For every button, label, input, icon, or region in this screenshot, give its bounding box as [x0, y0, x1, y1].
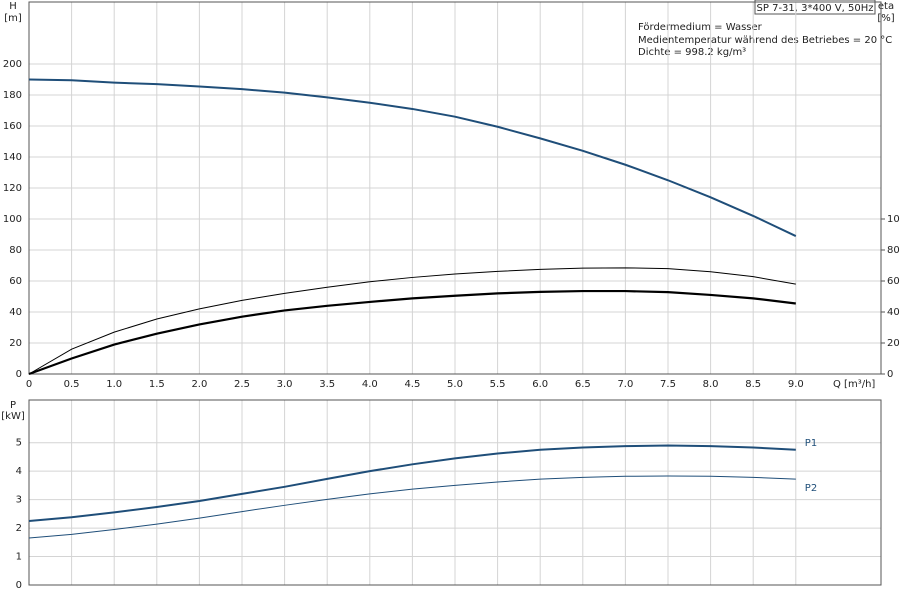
y2-tick-label: 40 — [887, 307, 900, 318]
y-tick-label: 100 — [3, 214, 22, 225]
y-unit: [m] — [4, 13, 22, 24]
y-label: H — [9, 1, 17, 12]
x-tick-label: 2.0 — [191, 379, 207, 390]
y-tick-label: 2 — [16, 523, 22, 534]
series-line — [28, 475, 796, 539]
series-line — [28, 78, 797, 237]
x-tick-label: 4.0 — [362, 379, 378, 390]
series-line — [28, 444, 796, 522]
y-tick-label: 1 — [16, 552, 22, 563]
series-line — [28, 289, 796, 376]
x-tick-label: 3.0 — [277, 379, 293, 390]
x-tick-label: 5.5 — [490, 379, 506, 390]
annotation: Medientemperatur während des Betriebes =… — [638, 35, 892, 46]
x-tick-label: 7.0 — [617, 379, 633, 390]
y2-tick-label: 20 — [887, 338, 900, 349]
x-tick-label: 0 — [26, 379, 32, 390]
x-tick-label: 1.5 — [149, 379, 165, 390]
y-unit: [kW] — [1, 411, 25, 422]
series-label: P1 — [805, 438, 817, 449]
x-tick-label: 9.0 — [788, 379, 804, 390]
y-tick-label: 4 — [16, 466, 22, 477]
y-tick-label: 60 — [9, 276, 22, 287]
plot-frame — [28, 399, 882, 586]
x-label: Q [m³/h] — [833, 379, 875, 390]
y2-label: eta — [878, 1, 894, 12]
x-tick-label: 4.5 — [404, 379, 420, 390]
annotation: Dichte = 998.2 kg/m³ — [638, 47, 746, 58]
y-tick-label: 0 — [16, 369, 22, 380]
chart-title: SP 7-31, 3*400 V, 50Hz — [757, 3, 874, 14]
series-label: P2 — [805, 483, 817, 494]
y-tick-label: 80 — [9, 245, 22, 256]
x-tick-label: 7.5 — [660, 379, 676, 390]
y-tick-label: 20 — [9, 338, 22, 349]
y-tick-label: 160 — [3, 121, 22, 132]
y-tick-label: 200 — [3, 59, 22, 70]
series-line — [28, 267, 796, 375]
x-tick-label: 6.5 — [575, 379, 591, 390]
y-tick-label: 140 — [3, 152, 22, 163]
y-tick-label: 0 — [16, 580, 22, 591]
y2-tick-label: 100 — [887, 214, 900, 225]
y-tick-label: 3 — [16, 495, 22, 506]
y-tick-label: 180 — [3, 90, 22, 101]
x-tick-label: 5.0 — [447, 379, 463, 390]
x-tick-label: 2.5 — [234, 379, 250, 390]
y-label: P — [10, 400, 16, 411]
y2-unit: [%] — [877, 13, 894, 24]
x-tick-label: 8.5 — [745, 379, 761, 390]
x-tick-label: 0.5 — [64, 379, 80, 390]
y-tick-label: 40 — [9, 307, 22, 318]
x-tick-label: 8.0 — [703, 379, 719, 390]
x-tick-label: 1.0 — [106, 379, 122, 390]
title-box — [754, 0, 876, 15]
x-tick-label: 6.0 — [532, 379, 548, 390]
x-tick-label: 3.5 — [319, 379, 335, 390]
y-tick-label: 120 — [3, 183, 22, 194]
y-tick-label: 5 — [16, 438, 22, 449]
annotation: Fördermedium = Wasser — [638, 22, 763, 33]
y2-tick-label: 0 — [887, 369, 893, 380]
plot-frame — [28, 1, 882, 375]
y2-tick-label: 80 — [887, 245, 900, 256]
y2-tick-label: 60 — [887, 276, 900, 287]
